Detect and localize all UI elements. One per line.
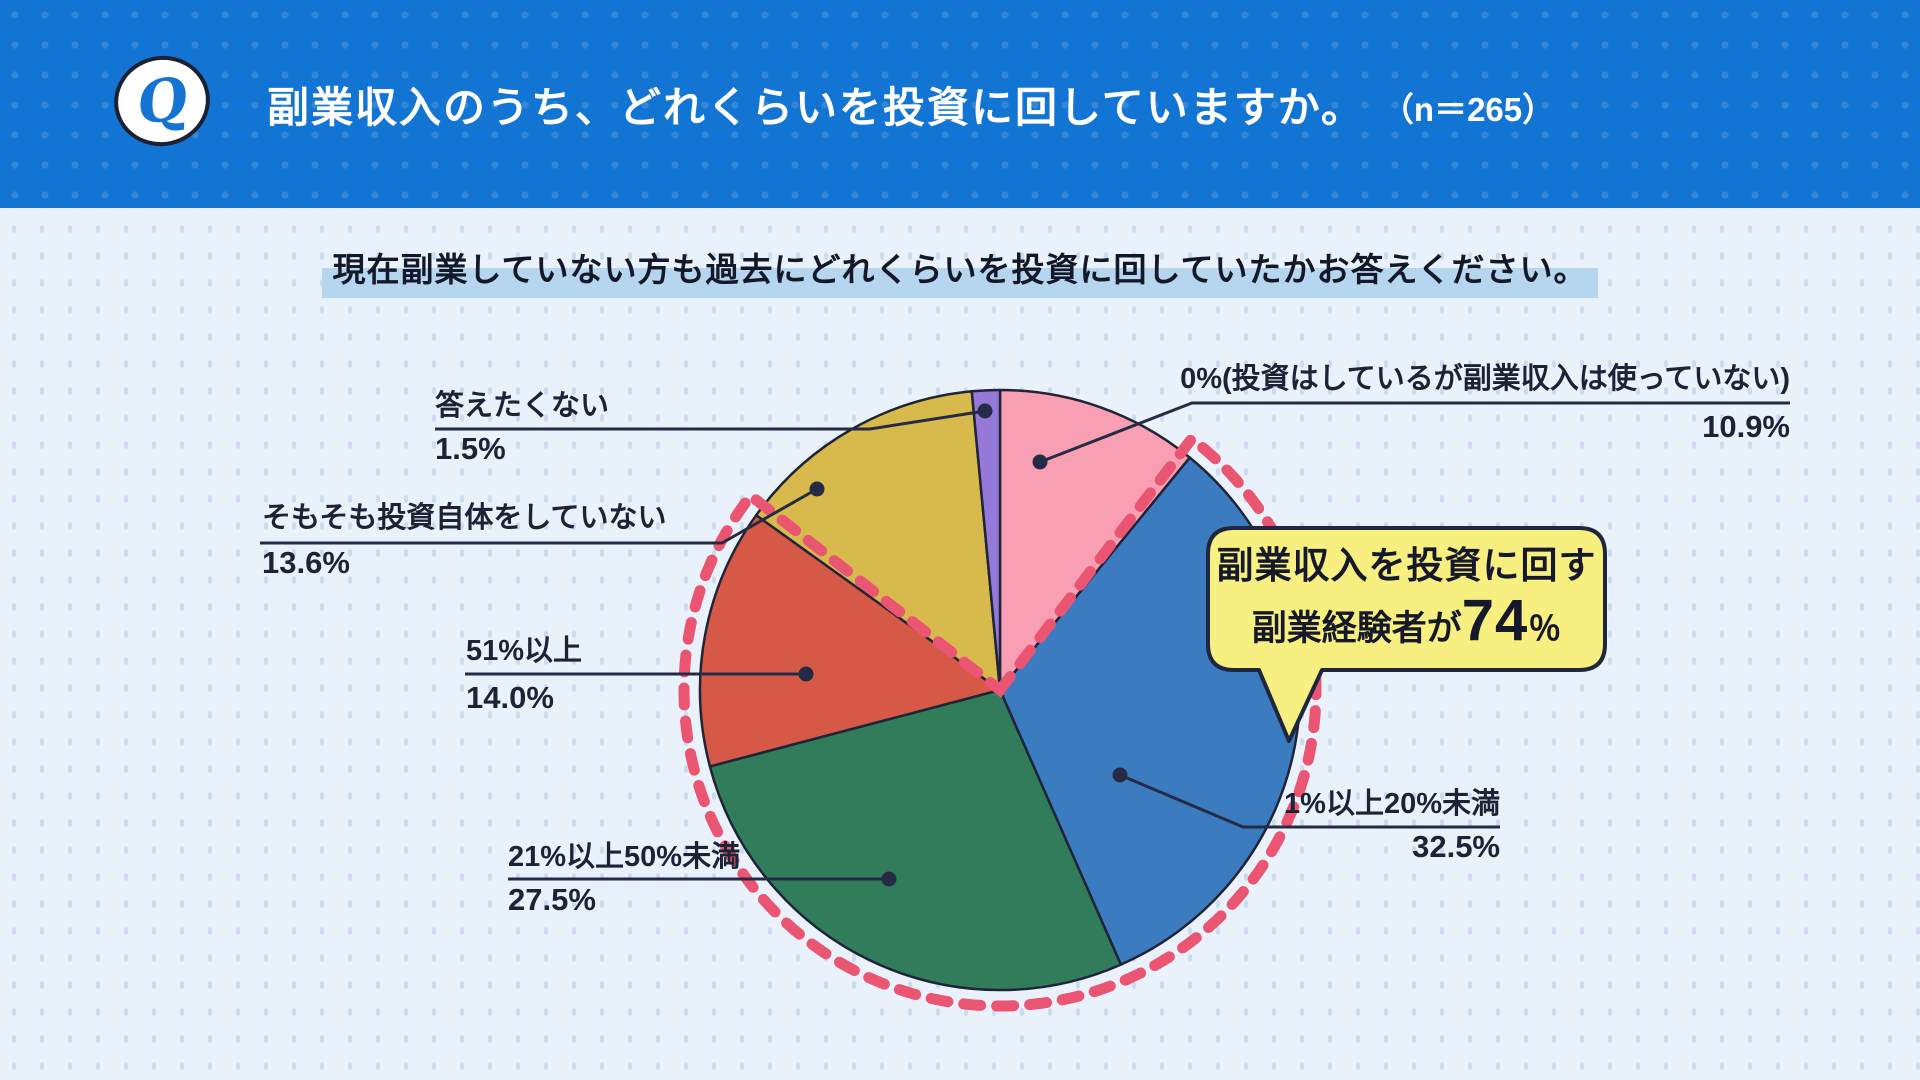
- leader-dot-5: [977, 403, 993, 419]
- slice-label-1-20pct: 1%以上20%未満 32.5%: [1284, 787, 1500, 865]
- slice-label-value: 1.5%: [435, 431, 506, 466]
- subtitle-row: 現在副業していない方も過去にどれくらいを投資に回していたかお答えください。: [0, 243, 1920, 298]
- callout-line2-prefix: 副業経験者が: [1251, 609, 1462, 648]
- leader-dot-0: [1032, 454, 1048, 470]
- leader-dot-1: [1112, 767, 1128, 783]
- title-wrap: 副業収入のうち、どれくらいを投資に回していますか。 （n＝265）: [267, 0, 1555, 208]
- callout-percent-sign: ％: [1528, 610, 1562, 647]
- leader-line-4: [260, 487, 818, 545]
- question-badge: Q: [105, 47, 219, 155]
- leader-line-5: [435, 409, 986, 431]
- leader-dot-2: [881, 871, 897, 887]
- callout-annotation: 副業収入を投資に回す 副業経験者が 74 ％: [1208, 541, 1605, 659]
- slice-label-21-50pct: 21%以上50%未満 27.5%: [508, 840, 740, 918]
- slice-label-text: 21%以上50%未満: [508, 841, 741, 873]
- slice-label-0pct: 0%(投資はしているが副業収入は使っていない) 10.9%: [1180, 362, 1790, 445]
- slice-label-value: 27.5%: [508, 882, 596, 917]
- slice-label-text: そもそも投資自体をしていない: [262, 502, 667, 534]
- q-letter: Q: [132, 63, 192, 139]
- header: Q 副業収入のうち、どれくらいを投資に回していますか。 （n＝265）: [0, 0, 1920, 208]
- slice-label-value: 10.9%: [1702, 409, 1790, 444]
- callout-line1: 副業収入を投資に回す: [1216, 545, 1597, 586]
- leader-dot-4: [809, 481, 825, 497]
- subtitle: 現在副業していない方も過去にどれくらいを投資に回していたかお答えください。: [322, 243, 1598, 298]
- callout-bubble: [1206, 526, 1607, 743]
- callout-percentage: 74: [1461, 588, 1529, 653]
- slice-label-no-investment: そもそも投資自体をしていない 13.6%: [262, 501, 667, 581]
- slice-label-51pct: 51%以上 14.0%: [466, 634, 582, 716]
- pie-slice-3: [698, 513, 1002, 768]
- leader-line-0: [1039, 401, 1790, 464]
- pie-slice-5: [970, 388, 1002, 692]
- leader-line-1: [1119, 773, 1500, 829]
- slice-label-text: 0%(投資はしているが副業収入は使っていない): [1180, 363, 1790, 395]
- slice-label-no-answer: 答えたくない 1.5%: [435, 389, 609, 467]
- page-title: 副業収入のうち、どれくらいを投資に回していますか。: [267, 83, 1365, 131]
- slice-label-value: 14.0%: [466, 680, 554, 715]
- slice-label-value: 13.6%: [262, 545, 350, 580]
- slice-label-text: 51%以上: [466, 635, 583, 667]
- slice-label-text: 1%以上20%未満: [1284, 788, 1500, 820]
- sample-size: （n＝265）: [1380, 91, 1556, 128]
- pie-slice-0: [998, 388, 1192, 692]
- callout-line2: 副業経験者が 74 ％: [1208, 591, 1605, 659]
- slice-label-value: 32.5%: [1412, 829, 1500, 864]
- pie-slice-2: [708, 688, 1123, 992]
- leader-dot-3: [798, 666, 814, 682]
- slice-label-text: 答えたくない: [435, 390, 610, 422]
